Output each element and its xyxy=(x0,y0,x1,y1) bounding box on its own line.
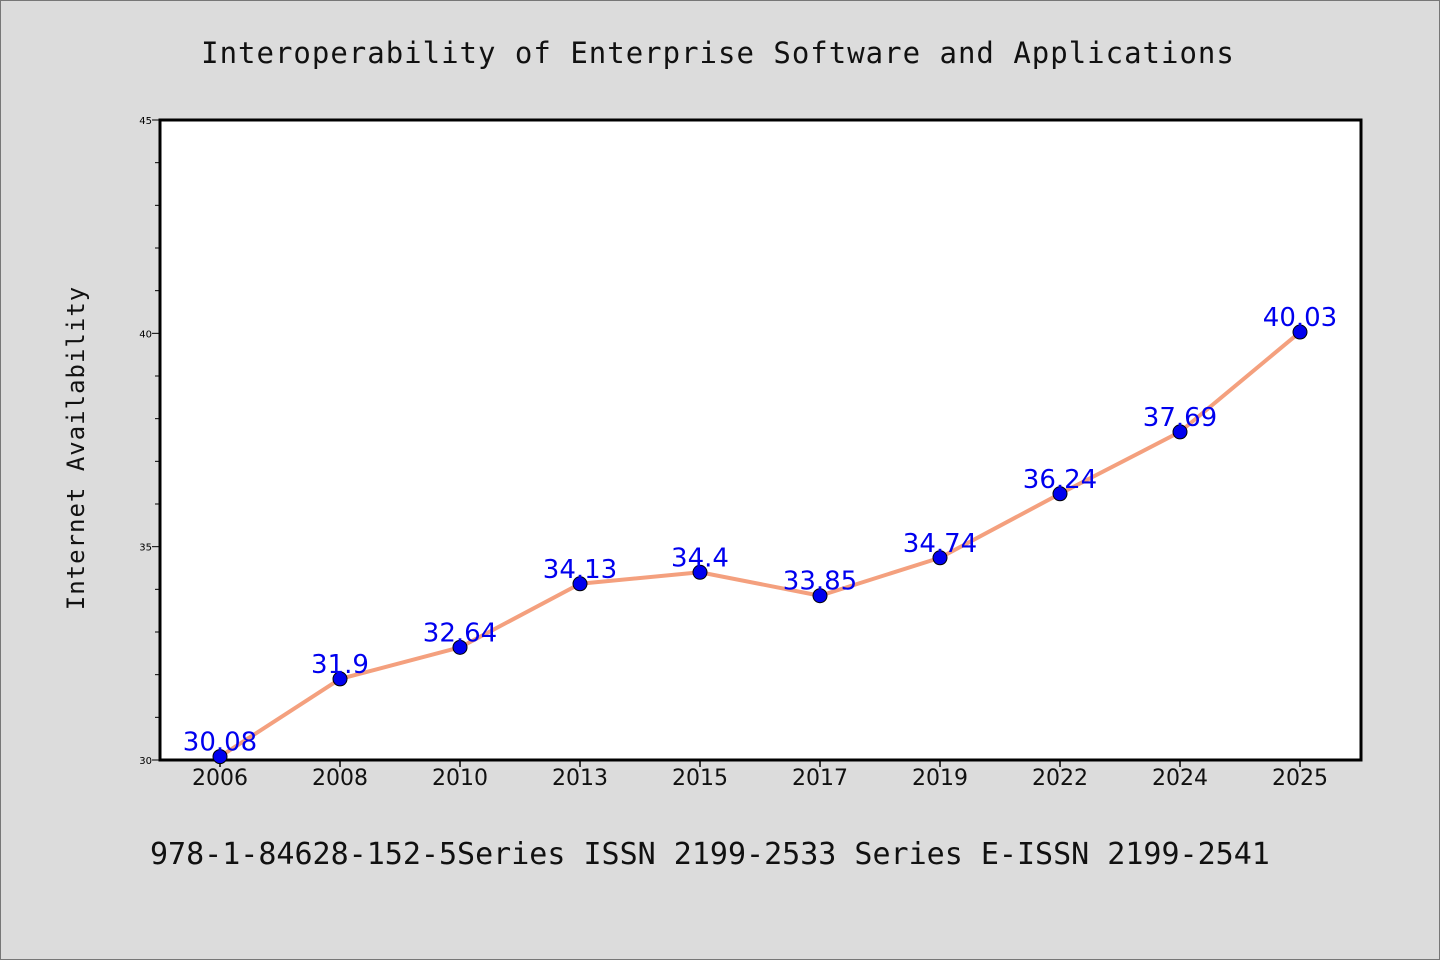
data-point xyxy=(1292,324,1308,340)
footer-isbn-text: 978-1-84628-152-5Series ISSN 2199-2533 S… xyxy=(150,837,1270,872)
x-tick-label: 2006 xyxy=(192,766,248,791)
data-point xyxy=(812,588,828,604)
data-point xyxy=(212,749,228,765)
x-tick-label: 2022 xyxy=(1032,766,1088,791)
y-axis-label: Internet Availability xyxy=(62,286,90,610)
x-tick-label: 2008 xyxy=(312,766,368,791)
y-axis: 30 35 40 45 xyxy=(139,116,160,767)
data-label: 40.03 xyxy=(1263,303,1337,333)
data-point xyxy=(932,550,948,566)
x-tick-label: 2013 xyxy=(552,766,608,791)
data-label: 34.13 xyxy=(543,555,617,585)
data-label: 34.4 xyxy=(671,543,729,573)
data-label: 33.85 xyxy=(783,567,857,597)
data-point xyxy=(332,671,348,687)
x-tick-label: 2015 xyxy=(672,766,728,791)
data-label: 37.69 xyxy=(1143,403,1217,433)
data-point xyxy=(1172,424,1188,440)
y-tick-label: 45 xyxy=(139,116,152,127)
x-tick-label: 2010 xyxy=(432,766,488,791)
y-tick-label: 35 xyxy=(139,543,152,554)
data-label: 31.9 xyxy=(311,650,369,680)
x-tick-label: 2024 xyxy=(1152,766,1208,791)
series-line xyxy=(218,330,1302,759)
y-tick-label: 30 xyxy=(139,756,152,767)
data-label: 32.64 xyxy=(423,618,497,648)
data-point xyxy=(692,564,708,580)
data-label: 36.24 xyxy=(1023,465,1097,495)
data-label: 34.74 xyxy=(903,529,977,559)
series-layer xyxy=(212,324,1308,765)
chart-title: Interoperability of Enterprise Software … xyxy=(201,36,1235,70)
x-tick-label: 2019 xyxy=(912,766,968,791)
data-point xyxy=(572,576,588,592)
y-tick-label: 40 xyxy=(139,329,152,340)
data-point xyxy=(1052,486,1068,502)
data-point xyxy=(452,639,468,655)
x-tick-label: 2017 xyxy=(792,766,848,791)
data-label: 30.08 xyxy=(183,728,257,758)
x-tick-label: 2025 xyxy=(1272,766,1328,791)
x-axis: 2006 2008 2010 2013 2015 2017 2019 2022 2024 2025 xyxy=(192,760,1328,791)
data-labels: 30.08 31.9 32.64 34.13 34.4 33.85 34.74 36.24 37… xyxy=(183,303,1337,758)
